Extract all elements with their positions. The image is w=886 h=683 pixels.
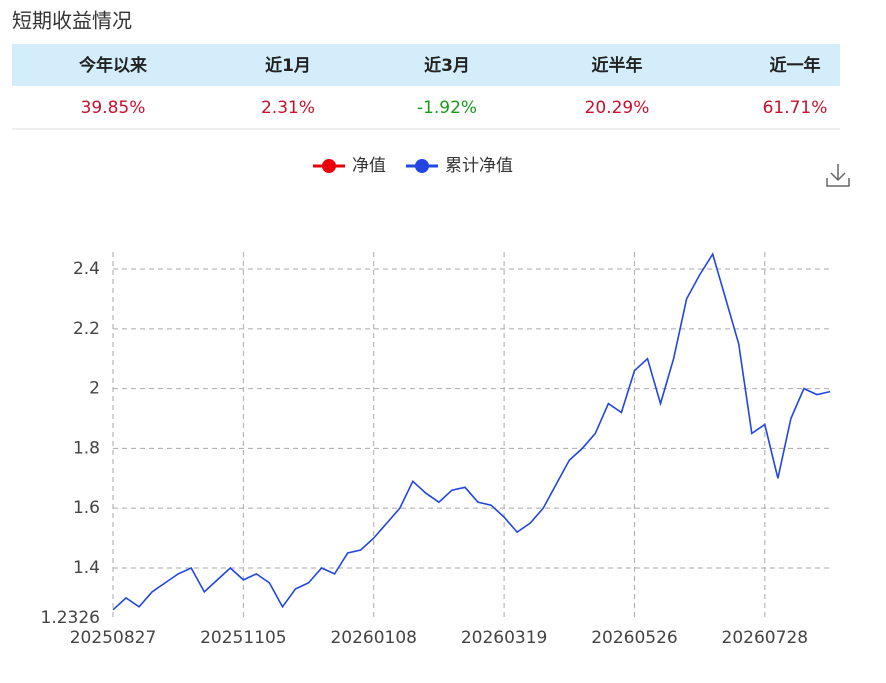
y-tick-label: 1.2326 bbox=[41, 608, 100, 628]
table-header-cell: 近1月 bbox=[265, 55, 311, 76]
table-header-cell: 近半年 bbox=[592, 55, 643, 76]
table-header-cell: 近一年 bbox=[770, 55, 821, 76]
table-header-cell: 近3月 bbox=[424, 55, 470, 76]
x-tick-label: 20260319 bbox=[461, 628, 548, 648]
x-tick-label: 20250827 bbox=[70, 628, 157, 648]
y-tick-label: 1.6 bbox=[73, 498, 100, 518]
series-line bbox=[112, 252, 831, 611]
legend-dot bbox=[415, 159, 429, 173]
legend-dot bbox=[322, 159, 336, 173]
table-cell: 61.71% bbox=[763, 98, 828, 118]
x-tick-label: 20260526 bbox=[591, 628, 678, 648]
legend: 净值 累计净值 bbox=[313, 156, 513, 176]
table-cell: 2.31% bbox=[261, 98, 315, 118]
y-tick-label: 2.2 bbox=[73, 319, 100, 339]
legend-label: 累计净值 bbox=[445, 156, 513, 176]
x-tick-label: 20251105 bbox=[200, 628, 287, 648]
table-cell: 39.85% bbox=[81, 98, 146, 118]
table-header-bg bbox=[12, 44, 840, 86]
y-tick-label: 1.8 bbox=[73, 438, 100, 458]
x-tick-label: 20260728 bbox=[722, 628, 809, 648]
legend-label: 净值 bbox=[352, 156, 386, 176]
download-glyph[interactable] bbox=[826, 164, 850, 187]
y-tick-label: 1.4 bbox=[73, 558, 100, 578]
section-title: 短期收益情况 bbox=[12, 9, 132, 33]
plot: 1.2326 1.4 1.6 1.8 2 2.2 2.4 20250827 20251105 20… bbox=[41, 252, 831, 648]
y-tick-label: 2.4 bbox=[73, 259, 100, 279]
table-cell: -1.92% bbox=[417, 98, 477, 118]
download-icon[interactable] bbox=[826, 164, 850, 187]
table: 今年以来 近1月 近3月 近半年 近一年 39.85% 2.31% -1.92% 20.29% 6… bbox=[79, 55, 827, 118]
table-cell: 20.29% bbox=[585, 98, 650, 118]
y-tick-label: 2 bbox=[89, 379, 100, 399]
x-tick-label: 20260108 bbox=[330, 628, 417, 648]
table-header-cell: 今年以来 bbox=[79, 55, 148, 76]
